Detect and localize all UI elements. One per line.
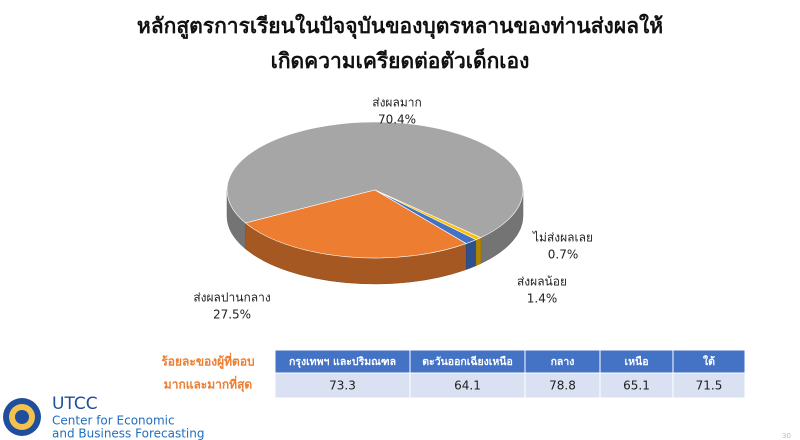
value-cell	[599, 372, 674, 399]
column-header: ตะวันออกเฉียงเหนือ	[422, 355, 513, 368]
row-header: มากและมากที่สุด	[164, 376, 253, 393]
page-number: 30	[782, 432, 791, 440]
slice-category: ส่งผลน้อย	[517, 275, 567, 289]
slice-side	[465, 239, 477, 270]
slice-category: ส่งผลมาก	[372, 96, 421, 110]
slice-value-label: 0.7%	[548, 248, 579, 262]
slice-value-label: 1.4%	[527, 292, 558, 306]
logo-emblem	[15, 410, 29, 424]
column-header: เหนือ	[625, 355, 649, 368]
cell-value: 71.5	[696, 379, 723, 393]
value-cell	[672, 372, 746, 399]
pie-chart	[226, 121, 524, 285]
title-line: หลักสูตรการเรียนในปัจจุบันของบุตรหลานของ…	[137, 13, 663, 40]
pie-labels: ส่งผลมาก 70.4% ส่งผลปานกลาง 27.5% ส่งผลน้อย 1…	[193, 96, 593, 322]
cell-value: 64.1	[454, 379, 481, 393]
logo-text: Center for Economic	[52, 414, 175, 428]
column-header: กลาง	[551, 356, 575, 368]
slice-value-label: 70.4%	[378, 113, 416, 127]
slice-value-label: 27.5%	[213, 308, 251, 322]
column-header: กรุงเทพฯ และปริมณฑล	[289, 356, 396, 369]
table: กรุงเทพฯ และปริมณฑล 73.3 ตะวันออกเฉียงเหนื…	[274, 349, 746, 399]
logo-name: UTCC	[52, 394, 98, 414]
title-line: เกิดความเครียดต่อตัวเด็กเอง	[271, 47, 530, 73]
row-header: ร้อยละของผู้ที่ตอบ	[161, 353, 254, 370]
cell-value: 65.1	[623, 379, 650, 393]
logo: UTCC Center for Economic and Business Fo…	[3, 394, 204, 440]
slice	[374, 189, 482, 240]
slice-category: ไม่ส่งผลเลย	[532, 231, 593, 245]
cell-value: 78.8	[549, 379, 576, 393]
slice-category: ส่งผลปานกลาง	[193, 291, 270, 305]
logo-text: and Business Forecasting	[52, 427, 204, 440]
value-cell	[524, 372, 601, 399]
slice-side	[475, 237, 481, 267]
cell-value: 73.3	[329, 379, 356, 393]
column-header: ใต้	[703, 354, 715, 368]
slice	[244, 189, 467, 259]
